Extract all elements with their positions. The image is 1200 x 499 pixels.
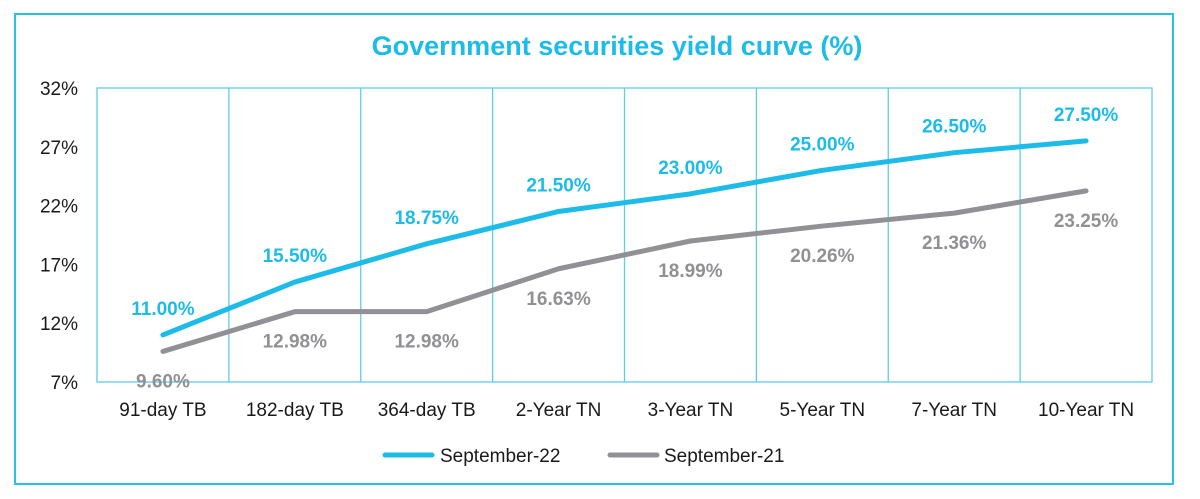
data-label: 20.26%: [790, 246, 855, 267]
legend-label: September-22: [440, 446, 560, 467]
chart-frame: [14, 13, 1174, 485]
legend: September-22 September-21: [382, 446, 784, 467]
y-tick-label: 7%: [51, 373, 79, 394]
x-tick-label: 3-Year TN: [648, 400, 734, 421]
series-lines: [160, 138, 1089, 354]
x-tick-label: 2-Year TN: [516, 400, 602, 421]
legend-label: September-21: [664, 446, 784, 467]
data-label: 23.00%: [658, 158, 723, 179]
chart-title: Government securities yield curve (%): [372, 31, 863, 61]
y-axis-ticks: 7% 12% 17% 22% 27% 32%: [40, 79, 78, 394]
y-tick-label: 12%: [40, 314, 78, 335]
data-label: 11.00%: [131, 299, 194, 320]
data-label: 16.63%: [526, 289, 591, 310]
x-axis-ticks: 91-day TB 182-day TB 364-day TB 2-Year TN 3-…: [119, 400, 1134, 421]
x-tick-label: 182-day TB: [246, 400, 344, 421]
y-tick-label: 32%: [40, 79, 78, 100]
y-tick-label: 17%: [40, 255, 78, 276]
x-tick-label: 5-Year TN: [780, 400, 866, 421]
x-tick-label: 364-day TB: [378, 400, 476, 421]
data-label: 21.50%: [526, 175, 591, 196]
data-label: 26.50%: [922, 117, 987, 138]
data-label: 21.36%: [922, 233, 987, 254]
plot-grid: [96, 87, 1153, 383]
data-label: 9.60%: [136, 371, 190, 392]
data-label: 18.75%: [394, 208, 459, 229]
x-tick-label: 10-Year TN: [1038, 400, 1134, 421]
data-labels: 11.00% 15.50% 18.75% 21.50% 23.00% 25.00% 26.5…: [131, 105, 1118, 393]
series-line-september-22: [160, 138, 1089, 338]
y-tick-label: 22%: [40, 197, 78, 218]
y-tick-label: 27%: [40, 138, 78, 159]
x-tick-label: 7-Year TN: [911, 400, 997, 421]
data-label: 12.98%: [394, 332, 459, 353]
x-tick-label: 91-day TB: [119, 400, 206, 421]
data-label: 27.50%: [1054, 105, 1119, 126]
data-label: 25.00%: [790, 134, 855, 155]
data-label: 15.50%: [263, 246, 328, 267]
data-label: 23.25%: [1054, 211, 1119, 232]
data-label: 12.98%: [263, 332, 328, 353]
data-label: 18.99%: [658, 261, 723, 282]
series-line-september-21: [160, 188, 1089, 354]
